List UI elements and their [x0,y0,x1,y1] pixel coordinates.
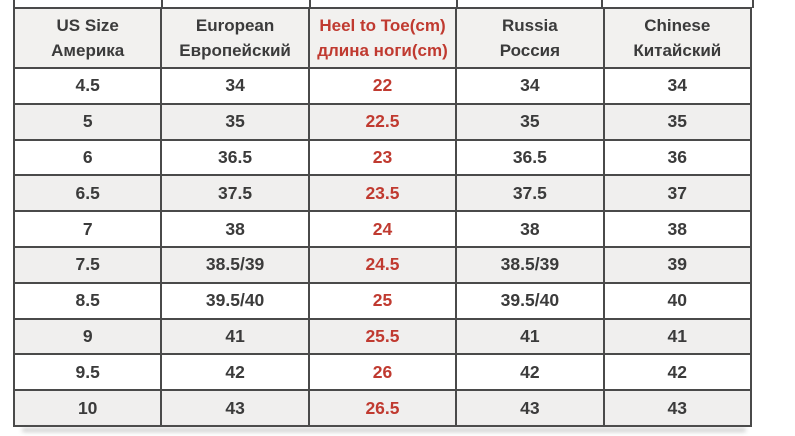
column-title-en: European [195,15,275,35]
table-cell: 22.5 [307,102,458,141]
column-border-stub [161,0,163,8]
column-border-stub [13,0,15,8]
column-title-ru: Россия [499,41,561,60]
column-title-en: Heel to Toe(cm) [319,15,446,35]
table-cell: 42 [455,353,605,392]
table-cell: 26 [307,353,458,392]
table-cell: 23 [307,138,458,177]
column-title-ru: Китайский [633,41,722,60]
table-cell: 35 [160,102,310,141]
table-cell: 7.5 [12,245,163,284]
table-cell: 26.5 [307,389,458,427]
size-conversion-table: US Size Америка European Европейский Hee… [12,7,753,427]
table-cell: 38.5/39 [455,245,605,284]
table-cell: 37 [602,174,753,213]
table-cell: 25.5 [307,317,458,356]
column-header-us-size: US Size Америка [12,7,163,69]
table-cell: 43 [602,389,753,427]
column-border-stub [309,0,311,8]
table-cell: 6.5 [12,174,163,213]
table-cell: 22 [307,67,458,105]
table-row: 4.5 34 22 34 34 [12,67,753,105]
table-cell: 38.5/39 [160,245,310,284]
table-cell: 9 [12,317,163,356]
table-cell: 41 [602,317,753,356]
table-cell: 23.5 [307,174,458,213]
table-cell: 39.5/40 [160,281,310,320]
table-cell: 34 [160,67,310,105]
table-row: 7 38 24 38 38 [12,210,753,248]
table-cell: 38 [602,210,753,248]
table-cell: 4.5 [12,67,163,105]
column-title-en: US Size [56,15,119,35]
table-header: US Size Америка European Европейский Hee… [12,7,753,69]
table-cell: 42 [160,353,310,392]
table-cell: 36.5 [455,138,605,177]
column-border-stub [601,0,603,8]
column-title-en: Russia [501,15,558,35]
table-shadow [22,428,746,432]
table-cell: 34 [455,67,605,105]
table-cell: 6 [12,138,163,177]
column-border-stub [752,0,754,8]
table-cell: 34 [602,67,753,105]
column-header-european: European Европейский [160,7,310,69]
table-cell: 36.5 [160,138,310,177]
table-body: 4.5 34 22 34 34 5 35 22.5 35 35 6 36.5 2… [12,67,753,427]
column-title-ru: Европейский [179,41,291,60]
table-cell: 36 [602,138,753,177]
table-row: 7.5 38.5/39 24.5 38.5/39 39 [12,245,753,284]
table-cell: 41 [160,317,310,356]
table-cell: 37.5 [455,174,605,213]
table-row: 9 41 25.5 41 41 [12,317,753,356]
table-cell: 41 [455,317,605,356]
table-cell: 35 [602,102,753,141]
table-row: 9.5 42 26 42 42 [12,353,753,392]
table-row: 6 36.5 23 36.5 36 [12,138,753,177]
column-header-heel-to-toe: Heel to Toe(cm) длина ноги(cm) [307,7,458,69]
column-title-ru: длина ноги(cm) [317,41,448,60]
table-cell: 43 [160,389,310,427]
table-cell: 39.5/40 [455,281,605,320]
table-row: 8.5 39.5/40 25 39.5/40 40 [12,281,753,320]
column-border-stub [456,0,458,8]
header-row: US Size Америка European Европейский Hee… [12,7,753,69]
table-cell: 40 [602,281,753,320]
table-cell: 24.5 [307,245,458,284]
column-title-ru: Америка [51,41,125,60]
table-cell: 8.5 [12,281,163,320]
column-header-russia: Russia Россия [455,7,605,69]
table-cell: 25 [307,281,458,320]
table-cell: 39 [602,245,753,284]
table-cell: 9.5 [12,353,163,392]
table-cell: 38 [160,210,310,248]
table-cell: 38 [455,210,605,248]
table-cell: 7 [12,210,163,248]
table-cell: 35 [455,102,605,141]
table-cell: 37.5 [160,174,310,213]
table-cell: 24 [307,210,458,248]
table-row: 5 35 22.5 35 35 [12,102,753,141]
table-row: 10 43 26.5 43 43 [12,389,753,427]
table-cell: 42 [602,353,753,392]
column-title-en: Chinese [644,15,711,35]
table-cell: 43 [455,389,605,427]
table-cell: 5 [12,102,163,141]
column-header-chinese: Chinese Китайский [602,7,753,69]
table-row: 6.5 37.5 23.5 37.5 37 [12,174,753,213]
table-cell: 10 [12,389,163,427]
